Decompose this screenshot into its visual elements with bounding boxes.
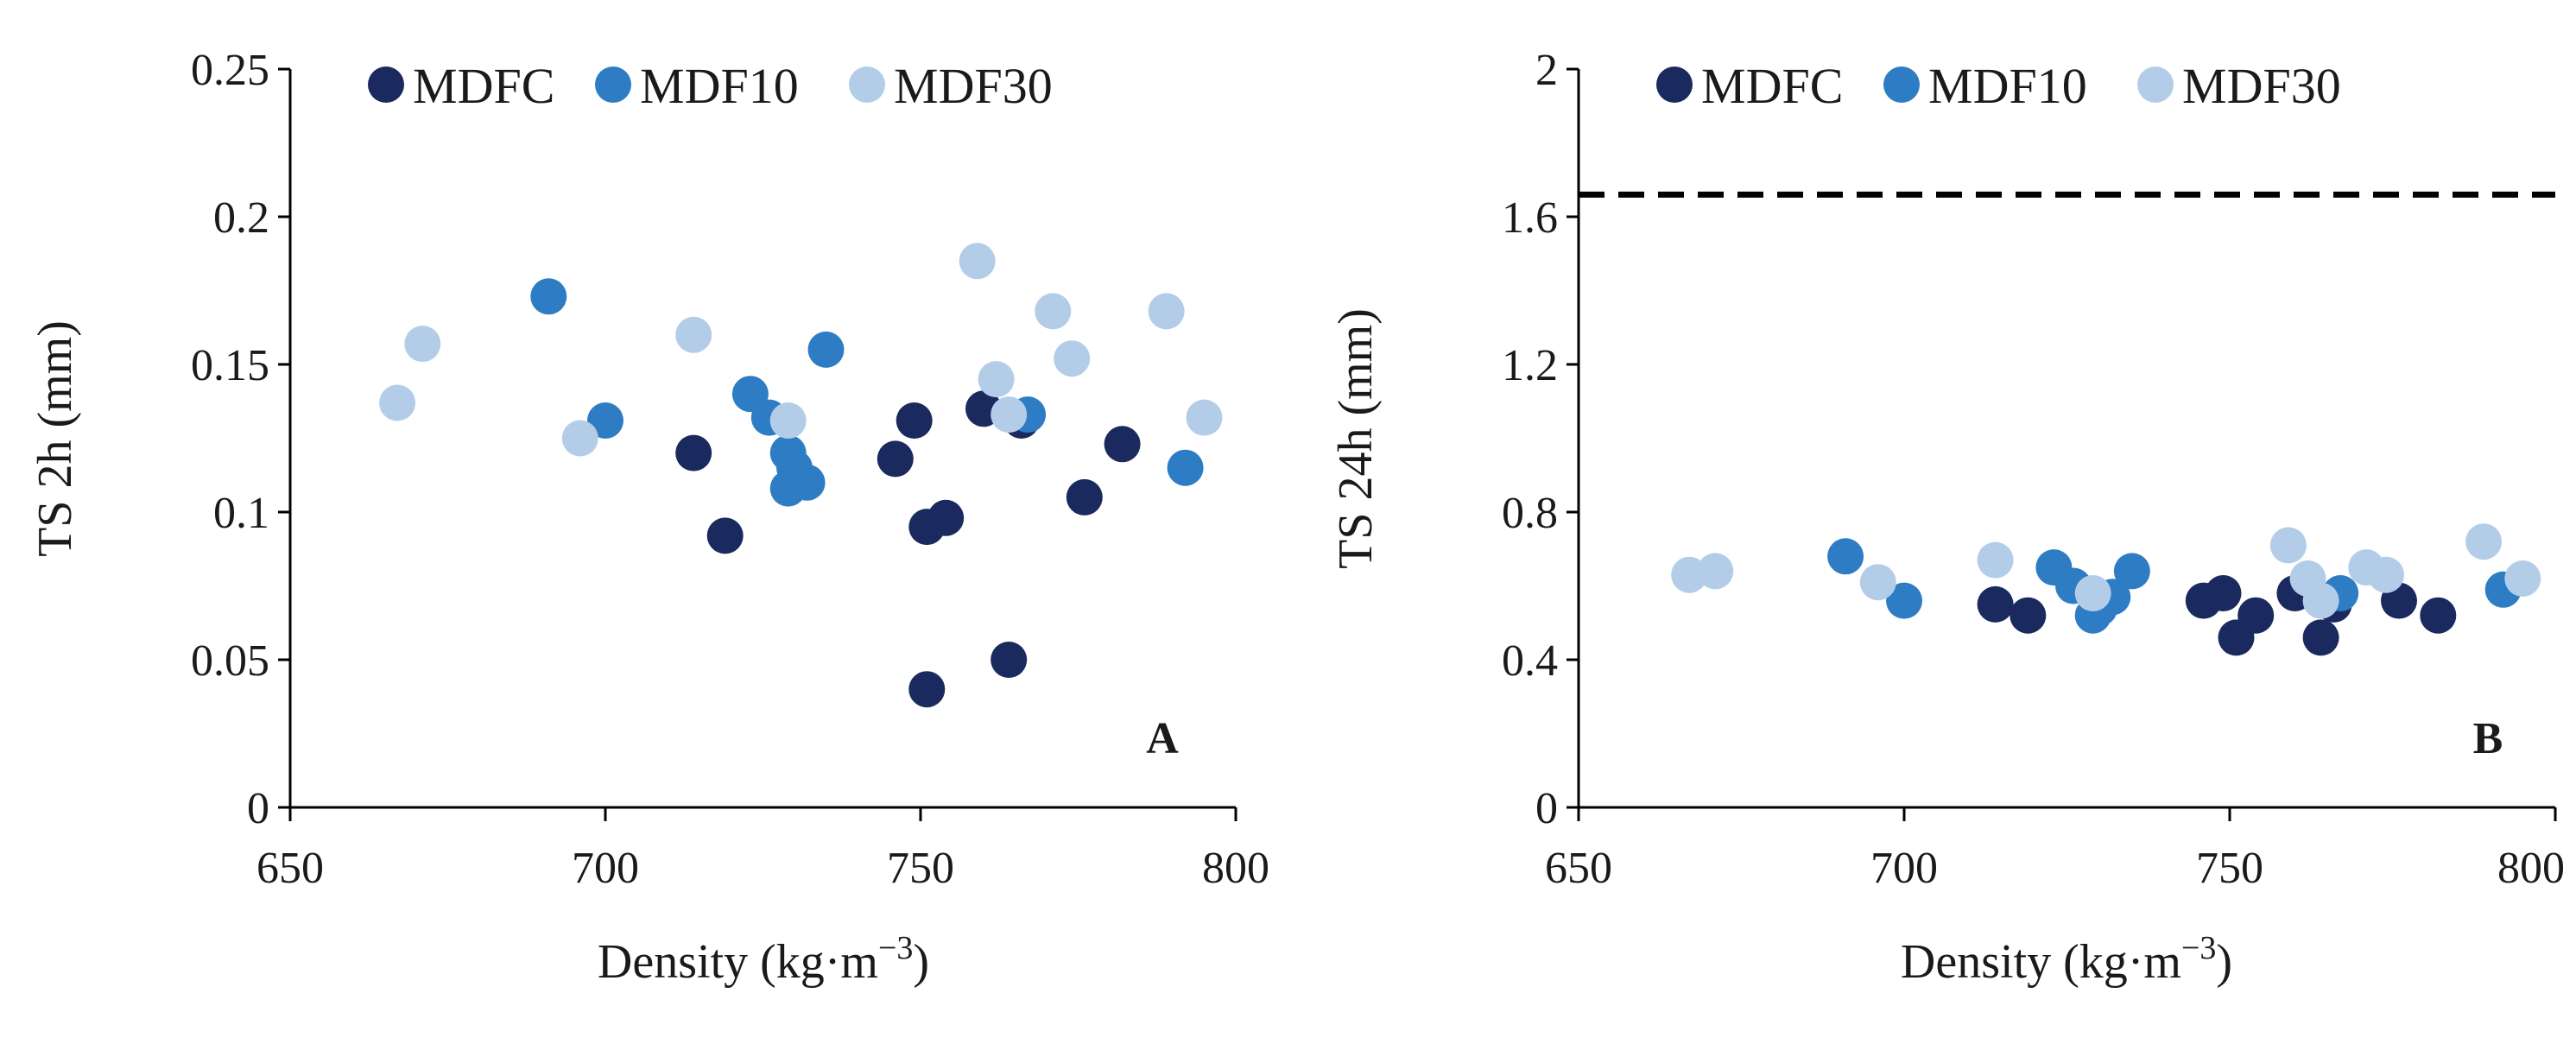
panel-b-points bbox=[1671, 523, 2541, 656]
x-axis-title-close: ) bbox=[2216, 935, 2232, 989]
point-mdf30 bbox=[991, 396, 1028, 433]
legend-label-mdf10: MDF10 bbox=[640, 58, 799, 114]
point-mdfc bbox=[2205, 575, 2242, 611]
point-mdfc bbox=[2302, 619, 2339, 656]
x-tick-label: 750 bbox=[887, 844, 954, 893]
panel-b-x-axis-title: Density (kg·m−3) bbox=[1901, 930, 2232, 989]
y-tick-label: 0.05 bbox=[191, 636, 269, 686]
panel-a-points bbox=[379, 243, 1223, 708]
point-mdfc bbox=[2010, 597, 2047, 634]
panel-b: 0 0.4 0.8 1.2 1.6 2 650 700 750 800 TS 2… bbox=[1329, 46, 2565, 989]
point-mdfc bbox=[1104, 426, 1141, 463]
point-mdf30 bbox=[1148, 293, 1185, 330]
legend-label-mdf10: MDF10 bbox=[1928, 58, 2087, 114]
point-mdfc bbox=[927, 499, 965, 536]
legend-marker-mdf30 bbox=[849, 66, 885, 103]
y-tick-label: 1.2 bbox=[1502, 341, 1558, 390]
point-mdf10 bbox=[1827, 538, 1864, 575]
point-mdf10 bbox=[1886, 582, 1922, 619]
x-axis-title-main: Density (kg·m bbox=[1901, 935, 2181, 989]
panel-a-y-axis-title: TS 2h (mm) bbox=[28, 320, 82, 557]
y-tick-label: 0.25 bbox=[191, 46, 269, 95]
point-mdf30 bbox=[1035, 293, 1072, 330]
x-tick-label: 800 bbox=[1202, 844, 1269, 893]
panel-b-legend: MDFC MDF10 MDF30 bbox=[1656, 58, 2341, 114]
point-mdf30 bbox=[675, 316, 712, 353]
legend-marker-mdfc bbox=[1656, 66, 1693, 103]
point-mdf10 bbox=[587, 402, 623, 439]
x-axis-title-close: ) bbox=[913, 935, 929, 989]
point-mdf30 bbox=[769, 402, 807, 439]
point-mdf30 bbox=[1859, 564, 1896, 601]
y-tick-label: 0.4 bbox=[1502, 636, 1558, 686]
point-mdf30 bbox=[1186, 399, 1223, 436]
x-tick-label: 750 bbox=[2196, 844, 2263, 893]
panel-a-x-ticks: 650 700 750 800 bbox=[256, 807, 1269, 893]
x-axis-title-superscript: −3 bbox=[2181, 930, 2216, 966]
legend-marker-mdf10 bbox=[1883, 66, 1920, 103]
legend-label-mdf30: MDF30 bbox=[894, 58, 1053, 114]
x-tick-label: 650 bbox=[256, 844, 324, 893]
point-mdf30 bbox=[2465, 523, 2503, 560]
x-axis-title-superscript: −3 bbox=[878, 930, 913, 966]
point-mdf30 bbox=[2074, 575, 2111, 611]
point-mdf10 bbox=[788, 464, 826, 501]
point-mdf30 bbox=[1977, 541, 2014, 579]
x-tick-label: 700 bbox=[572, 844, 639, 893]
point-mdf30 bbox=[1054, 340, 1091, 377]
panel-a-x-axis-title: Density (kg·m−3) bbox=[598, 930, 929, 989]
x-tick-label: 650 bbox=[1545, 844, 1612, 893]
point-mdfc bbox=[991, 642, 1028, 678]
point-mdf30 bbox=[2302, 582, 2339, 619]
point-mdf10 bbox=[2113, 553, 2150, 590]
legend-label-mdfc: MDFC bbox=[413, 58, 554, 114]
panel-b-y-axis-title: TS 24h (mm) bbox=[1329, 308, 1383, 569]
legend-label-mdf30: MDF30 bbox=[2182, 58, 2341, 114]
point-mdfc bbox=[896, 402, 933, 439]
panel-b-y-ticks: 0 0.4 0.8 1.2 1.6 2 bbox=[1502, 46, 1579, 833]
point-mdfc bbox=[877, 440, 914, 478]
y-tick-label: 0.1 bbox=[213, 489, 269, 538]
y-tick-label: 0.8 bbox=[1502, 489, 1558, 538]
panel-a-legend: MDFC MDF10 MDF30 bbox=[368, 58, 1053, 114]
point-mdf30 bbox=[2269, 527, 2307, 564]
y-tick-label: 0.15 bbox=[191, 341, 269, 390]
point-mdf30 bbox=[404, 326, 441, 363]
point-mdfc bbox=[706, 517, 744, 554]
point-mdfc bbox=[908, 671, 946, 708]
point-mdf10 bbox=[1167, 449, 1204, 486]
point-mdf30 bbox=[978, 361, 1015, 398]
panel-b-x-ticks: 650 700 750 800 bbox=[1545, 807, 2565, 893]
point-mdfc bbox=[2237, 597, 2275, 634]
point-mdfc bbox=[2420, 597, 2457, 634]
point-mdf30 bbox=[2504, 560, 2541, 597]
x-tick-label: 800 bbox=[2497, 844, 2565, 893]
panel-a-letter: A bbox=[1146, 714, 1179, 763]
point-mdfc bbox=[1066, 478, 1103, 516]
point-mdf30 bbox=[561, 420, 598, 457]
legend-marker-mdf10 bbox=[595, 66, 631, 103]
panel-a: 0 0.05 0.1 0.15 0.2 0.25 650 700 750 800… bbox=[28, 46, 1269, 989]
x-tick-label: 700 bbox=[1870, 844, 1938, 893]
point-mdf30 bbox=[379, 384, 416, 421]
point-mdf10 bbox=[530, 278, 567, 315]
legend-label-mdfc: MDFC bbox=[1701, 58, 1843, 114]
y-tick-label: 0.2 bbox=[213, 193, 269, 243]
y-tick-label: 0 bbox=[1535, 784, 1558, 833]
point-mdfc bbox=[1977, 585, 2014, 623]
x-axis-title-main: Density (kg·m bbox=[598, 935, 878, 989]
legend-marker-mdfc bbox=[368, 66, 404, 103]
point-mdf30 bbox=[959, 243, 996, 280]
y-tick-label: 0 bbox=[247, 784, 269, 833]
point-mdfc bbox=[675, 434, 712, 471]
panel-a-y-ticks: 0 0.05 0.1 0.15 0.2 0.25 bbox=[191, 46, 290, 833]
point-mdf10 bbox=[807, 331, 845, 368]
panel-b-letter: B bbox=[2473, 714, 2503, 763]
point-mdf30 bbox=[1697, 553, 1734, 590]
point-mdf30 bbox=[2368, 556, 2404, 593]
legend-marker-mdf30 bbox=[2137, 66, 2174, 103]
y-tick-label: 2 bbox=[1535, 46, 1558, 95]
y-tick-label: 1.6 bbox=[1502, 193, 1558, 243]
